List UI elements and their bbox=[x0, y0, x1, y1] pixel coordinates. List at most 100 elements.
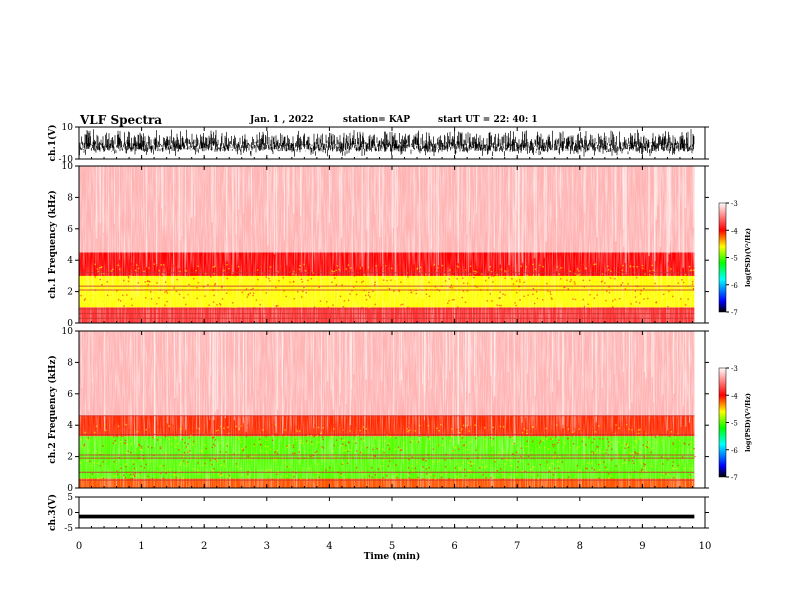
ch1-spectrogram-speckle bbox=[181, 290, 184, 292]
ch1-spectrogram-speckle bbox=[622, 264, 624, 267]
ch2-spectrogram-speckle bbox=[513, 442, 516, 445]
ch2-spectrogram-speckle bbox=[271, 439, 274, 442]
ch2-spectrogram-speckle bbox=[527, 455, 530, 458]
ch2-spectrogram-speckle bbox=[624, 442, 626, 445]
ch2-spectrogram-speckle bbox=[295, 472, 297, 474]
ch2-spectrogram-speckle bbox=[334, 456, 336, 459]
ch1-spectrogram-speckle bbox=[212, 266, 215, 268]
ch1-spectrogram-speckle bbox=[164, 291, 166, 293]
ch1-spectrogram-speckle bbox=[452, 271, 454, 273]
ch1-spectrogram-speckle bbox=[219, 304, 222, 306]
ch1-spectrogram-speckle bbox=[203, 273, 205, 275]
ch2-spectrogram-speckle bbox=[126, 443, 129, 446]
ch2-spectrogram-speckle bbox=[164, 470, 167, 472]
ch2-spectrogram-speckle bbox=[363, 456, 365, 459]
x-tick-label: 7 bbox=[514, 541, 520, 552]
ch2-spectrogram-speckle bbox=[421, 459, 424, 461]
ch2-spectrogram-speckle bbox=[300, 441, 302, 444]
ch1-spectrogram-speckle bbox=[307, 279, 309, 282]
ch2-spectrogram-speckle bbox=[147, 446, 149, 448]
ch1-spectrogram-speckle bbox=[680, 271, 682, 273]
ch2-spectrogram-speckle bbox=[87, 477, 90, 479]
ch1-spectrogram-speckle bbox=[338, 306, 340, 308]
ch1-spectrogram-speckle bbox=[512, 304, 514, 306]
ch2-spectrogram-speckle bbox=[242, 449, 244, 452]
ch1-spectrogram-speckle bbox=[244, 268, 246, 271]
ch2-spectrogram-speckle bbox=[387, 433, 390, 435]
ch1-spectrogram-speckle bbox=[331, 293, 333, 295]
ch1-spectrogram-speckle bbox=[402, 264, 404, 267]
ch2-spectrogram-speckle bbox=[323, 431, 325, 433]
ch1-spectrogram-speckle bbox=[691, 280, 694, 283]
ch1-spectrogram-speckle bbox=[518, 290, 520, 292]
ch2-spectrogram-speckle bbox=[647, 444, 650, 447]
ch2-spectrogram-speckle bbox=[266, 453, 268, 456]
ch2-spectrogram-ylabel: ch.2 Frequency (kHz) bbox=[47, 355, 58, 464]
ch1-spectrogram-speckle bbox=[302, 290, 304, 293]
ch1-spectrogram-speckle bbox=[588, 279, 591, 282]
ch1-spectrogram-speckle bbox=[410, 291, 412, 294]
ch2-spectrogram-speckle bbox=[608, 445, 611, 447]
ch2-spectrogram-speckle bbox=[576, 425, 578, 427]
ch2-spectrogram-speckle bbox=[87, 450, 90, 452]
ch1-spectrogram-speckle bbox=[305, 274, 308, 276]
ch2-spectrogram-speckle bbox=[585, 467, 587, 469]
ch2-spectrogram-speckle bbox=[425, 468, 427, 470]
ch2-spectrogram-speckle bbox=[596, 445, 598, 448]
ch1-spectrogram-speckle bbox=[450, 292, 452, 295]
ch1-spectrogram-speckle bbox=[504, 270, 506, 272]
ch1-spectrogram-speckle bbox=[551, 298, 553, 300]
ch2-spectrogram-speckle bbox=[89, 460, 91, 462]
ch1-spectrogram-speckle bbox=[125, 284, 128, 286]
ch2-spectrogram-speckle bbox=[96, 462, 99, 464]
ch2-spectrogram-speckle bbox=[279, 476, 282, 478]
ch2-spectrogram-speckle bbox=[425, 460, 427, 462]
ch2-spectrogram-speckle bbox=[133, 474, 136, 477]
ch2-spectrogram-speckle bbox=[436, 427, 438, 429]
ch1-spectrogram-speckle bbox=[526, 274, 529, 277]
ch1-spectrogram-speckle bbox=[469, 283, 472, 285]
ch2-spectrogram-speckle bbox=[617, 441, 619, 443]
ch2-spectrogram-speckle bbox=[651, 447, 653, 450]
ch1-spectrogram-speckle bbox=[121, 277, 123, 279]
ch1-spectrogram-speckle bbox=[582, 274, 584, 277]
ch1-spectrogram-speckle bbox=[369, 296, 371, 298]
ch1-spectrogram-speckle bbox=[534, 277, 537, 280]
ch2-spectrogram-speckle bbox=[133, 467, 136, 470]
ch1-spectrogram-speckle bbox=[450, 284, 453, 287]
ch1-spectrogram-speckle bbox=[356, 301, 358, 304]
ch1-spectrogram-speckle bbox=[144, 266, 147, 268]
ch1-spectrogram-speckle bbox=[448, 300, 450, 302]
ch2-spectrogram-speckle bbox=[305, 478, 308, 480]
ch1-spectrogram-speckle bbox=[650, 282, 652, 284]
ch2-spectrogram-speckle bbox=[139, 472, 141, 474]
ch1-spectrogram-speckle bbox=[359, 267, 362, 269]
ch1-spectrogram-speckle bbox=[347, 299, 350, 301]
ch1-spectrogram-speckle bbox=[441, 281, 443, 284]
ch1-spectrogram-speckle bbox=[646, 268, 648, 271]
ch3-waveform-ytick-label: 5 bbox=[67, 493, 73, 503]
ch2-spectrogram-speckle bbox=[150, 460, 152, 462]
ch1-spectrogram-speckle bbox=[560, 269, 562, 272]
ch2-spectrogram-speckle bbox=[574, 432, 576, 434]
ch2-spectrogram-speckle bbox=[235, 463, 238, 465]
ch2-spectrogram-speckle bbox=[333, 444, 335, 447]
ch1-spectrogram-speckle bbox=[640, 281, 642, 283]
ch2-spectrogram-speckle bbox=[408, 429, 411, 431]
ch1-spectrogram-speckle bbox=[213, 273, 215, 275]
ch2-spectrogram-speckle bbox=[165, 472, 167, 474]
ch2-spectrogram-speckle bbox=[141, 429, 143, 431]
ch2-spectrogram-speckle bbox=[176, 443, 178, 445]
ch2-spectrogram-speckle bbox=[269, 448, 271, 451]
ch1-spectrogram-speckle bbox=[437, 266, 440, 269]
ch1-spectrogram-speckle bbox=[367, 270, 369, 272]
ch1-spectrogram-speckle bbox=[511, 267, 514, 270]
ch1-spectrogram-speckle bbox=[681, 301, 683, 303]
ch2-spectrogram-speckle bbox=[198, 424, 200, 427]
ch1-spectrogram-speckle bbox=[360, 299, 362, 301]
ch1-spectrogram-speckle bbox=[300, 295, 302, 297]
ch1-spectrogram-speckle bbox=[165, 290, 168, 292]
ch2-spectrogram-speckle bbox=[502, 426, 505, 428]
